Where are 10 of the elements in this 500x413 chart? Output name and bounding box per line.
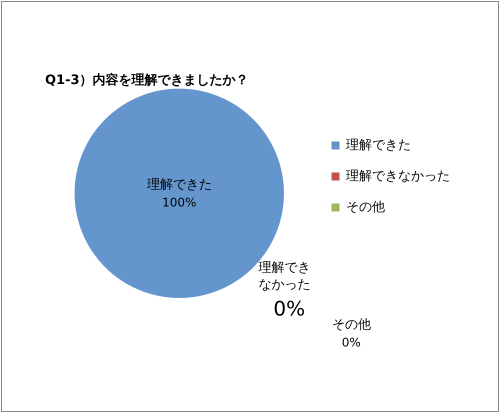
text: 0% — [342, 335, 361, 350]
slice-label: 理解できた — [146, 178, 212, 193]
legend-label: その他 — [346, 200, 385, 215]
data-label: 100% — [162, 195, 196, 210]
chart-title: Q1-3）内容を理解できましたか？ — [45, 72, 249, 88]
legend-label: 理解できなかった — [346, 168, 450, 184]
category-label: その他 — [332, 318, 371, 333]
text: 0% — [273, 296, 306, 321]
legend-label: 理解できた — [346, 138, 411, 153]
category-label: 理解できなかった — [258, 260, 310, 293]
